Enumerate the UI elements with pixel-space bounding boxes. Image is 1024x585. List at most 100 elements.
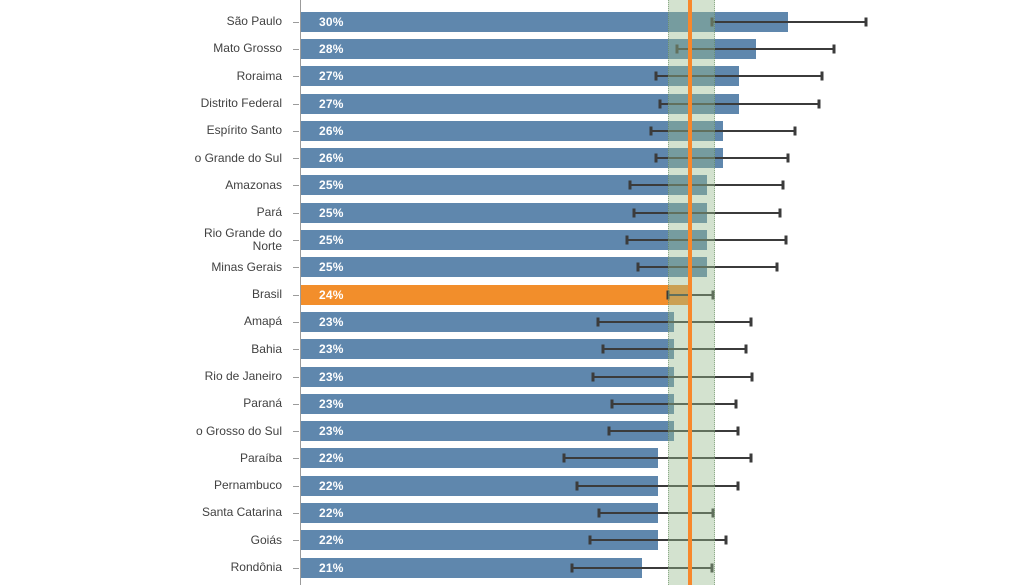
category-label: Roraima: [236, 68, 282, 83]
tick-mark: [293, 403, 299, 405]
category-label: Goiás: [250, 532, 282, 547]
error-bar-cap-high: [710, 563, 714, 573]
category-label: Distrito Federal: [200, 96, 282, 111]
value-bar[interactable]: 27%: [300, 66, 740, 87]
bar-track: 22%: [300, 472, 1024, 499]
bar-track: 26%: [300, 144, 1024, 171]
bar-row: São Paulo 30%: [0, 8, 1024, 35]
error-bar-cap-high: [781, 180, 785, 190]
axis-tick: [282, 417, 300, 444]
value-bar[interactable]: 25%: [300, 175, 707, 196]
error-bar-cap-high: [749, 317, 753, 327]
error-bar: [710, 17, 868, 27]
value-bar[interactable]: 22%: [300, 448, 658, 469]
error-bar-cap-low: [607, 426, 611, 436]
value-bar[interactable]: 28%: [300, 38, 756, 59]
value-bar[interactable]: 23%: [300, 366, 675, 387]
value-bar[interactable]: 25%: [300, 230, 707, 251]
bar-row: Pará 25%: [0, 199, 1024, 226]
value-label: 26%: [319, 123, 344, 138]
axis-tick: [282, 199, 300, 226]
bar-track: 27%: [300, 90, 1024, 117]
value-bar[interactable]: 25%: [300, 257, 707, 278]
error-bar-cap-high: [820, 71, 824, 81]
bar-track: 22%: [300, 445, 1024, 472]
bar-track: 22%: [300, 499, 1024, 526]
axis-tick: [282, 527, 300, 554]
axis-tick: [282, 499, 300, 526]
bar-track: 27%: [300, 63, 1024, 90]
error-bar-cap-high: [750, 372, 754, 381]
tick-mark: [293, 349, 299, 351]
category-label: o Grande do Sul: [194, 150, 282, 165]
value-bar[interactable]: 21%: [300, 557, 642, 578]
error-bar-cap-low: [596, 317, 600, 327]
axis-tick: [282, 336, 300, 363]
bar-track: 22%: [300, 527, 1024, 554]
tick-mark: [293, 540, 299, 542]
error-bar-cap-low: [591, 372, 595, 381]
value-label: 27%: [319, 69, 344, 84]
error-bar-cap-low: [710, 17, 714, 27]
bar-row: Rondônia 21%: [0, 554, 1024, 581]
value-label: 23%: [319, 396, 344, 411]
value-bar-highlighted[interactable]: 24%: [300, 284, 691, 305]
value-bar[interactable]: 22%: [300, 475, 658, 496]
bar-track: 23%: [300, 336, 1024, 363]
tick-mark: [293, 567, 299, 569]
bar-row: Minas Gerais 25%: [0, 254, 1024, 281]
category-label: Paraná: [243, 396, 282, 411]
error-bar-cap-high: [832, 44, 836, 54]
category-label: Espírito Santo: [206, 123, 282, 138]
value-bar[interactable]: 30%: [300, 11, 789, 32]
error-bar: [654, 71, 824, 81]
value-label: 25%: [319, 233, 344, 248]
value-bar[interactable]: 23%: [300, 393, 675, 414]
error-bar: [610, 399, 738, 409]
error-bar: [588, 535, 728, 545]
value-bar[interactable]: 23%: [300, 339, 675, 360]
error-bar-cap-low: [601, 344, 605, 354]
value-bar[interactable]: 22%: [300, 502, 658, 523]
tick-mark: [293, 294, 299, 296]
axis-tick: [282, 308, 300, 335]
error-bar-cap-low: [649, 126, 653, 136]
error-bar: [597, 508, 715, 518]
axis-tick: [282, 472, 300, 499]
value-bar[interactable]: 26%: [300, 120, 724, 141]
value-label: 30%: [319, 14, 344, 29]
error-bar-cap-low: [575, 481, 579, 491]
bar-row: Roraima 27%: [0, 63, 1024, 90]
error-bar-cap-low: [570, 563, 574, 573]
error-bar-cap-low: [625, 235, 629, 245]
bar-track: 30%: [300, 8, 1024, 35]
bar-row: Pernambuco 22%: [0, 472, 1024, 499]
axis-tick: [282, 117, 300, 144]
error-bar-cap-high: [736, 481, 740, 491]
tick-mark: [293, 103, 299, 105]
bar-row: Espírito Santo 26%: [0, 117, 1024, 144]
bar-row: o Grosso do Sul 23%: [0, 417, 1024, 444]
error-bar-cap-low: [597, 508, 601, 518]
tick-mark: [293, 185, 299, 187]
bar-track: 25%: [300, 172, 1024, 199]
value-bar[interactable]: 25%: [300, 202, 707, 223]
axis-tick: [282, 445, 300, 472]
error-bar: [632, 208, 782, 218]
bar-row: Mato Grosso 28%: [0, 35, 1024, 62]
value-bar[interactable]: 26%: [300, 148, 724, 169]
category-label: Amazonas: [225, 177, 282, 192]
tick-mark: [293, 485, 299, 487]
axis-tick: [282, 390, 300, 417]
value-bar[interactable]: 23%: [300, 421, 675, 442]
error-bar-cap-high: [784, 235, 788, 245]
error-bar: [649, 126, 797, 136]
value-bar[interactable]: 22%: [300, 530, 658, 551]
tick-mark: [293, 321, 299, 323]
value-label: 23%: [319, 424, 344, 439]
error-bar-cap-low: [588, 535, 592, 545]
value-bar[interactable]: 23%: [300, 311, 675, 332]
value-bar[interactable]: 27%: [300, 93, 740, 114]
category-label: São Paulo: [226, 14, 282, 29]
